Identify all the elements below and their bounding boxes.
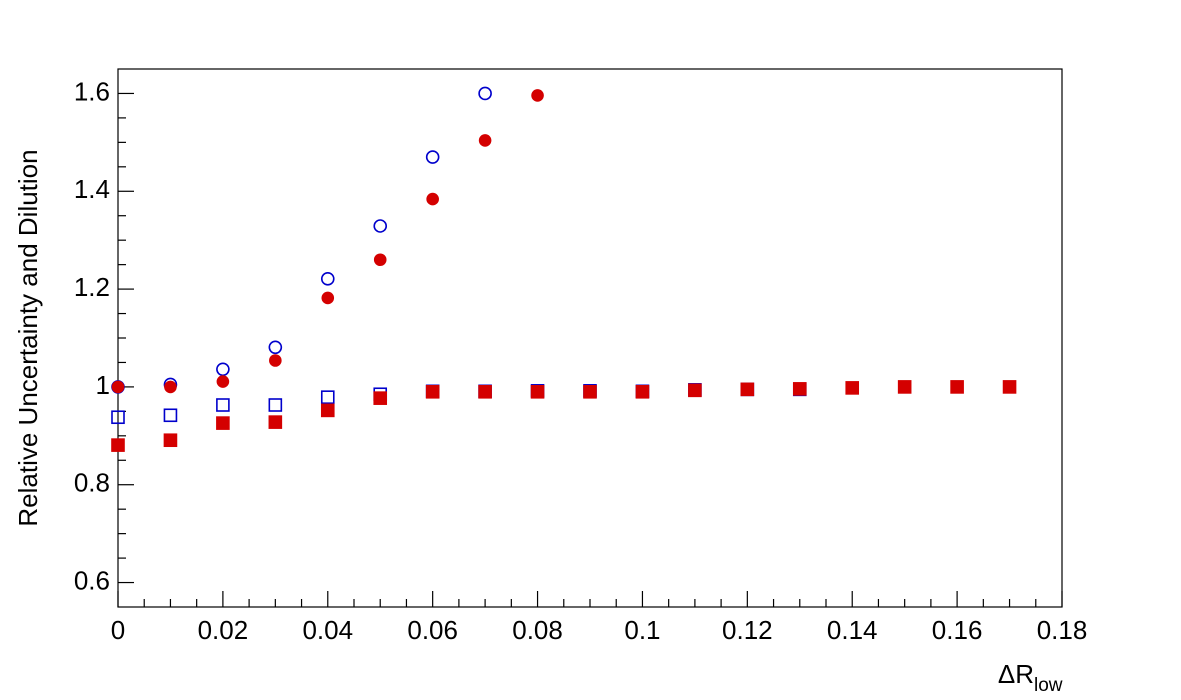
- point: [111, 380, 125, 394]
- x-tick-label: 0.12: [722, 615, 773, 645]
- x-tick-label: 0.1: [624, 615, 660, 645]
- x-tick-label: 0.18: [1037, 615, 1088, 645]
- point: [897, 380, 912, 394]
- y-tick-label: 1.6: [74, 76, 110, 106]
- point: [216, 398, 230, 412]
- point: [163, 433, 178, 448]
- x-tick-label: 0.02: [198, 615, 249, 645]
- point: [478, 384, 492, 399]
- point: [425, 150, 440, 164]
- point: [635, 384, 650, 399]
- point: [216, 362, 230, 377]
- point: [373, 253, 387, 267]
- point: [1002, 380, 1017, 394]
- point: [268, 415, 283, 429]
- point: [426, 192, 439, 206]
- point: [163, 408, 178, 423]
- point: [531, 89, 544, 102]
- point: [216, 416, 230, 430]
- point: [478, 134, 492, 147]
- point: [530, 384, 545, 399]
- x-tick-label: 0.16: [932, 615, 983, 645]
- point: [111, 410, 125, 425]
- point: [688, 383, 702, 398]
- point: [320, 403, 335, 418]
- x-tick-label: 0.14: [827, 615, 878, 645]
- point: [845, 381, 860, 395]
- x-axis-label-subscript: low: [1034, 675, 1063, 696]
- point: [740, 382, 755, 397]
- point: [216, 375, 230, 388]
- point: [792, 382, 807, 396]
- x-tick-label: 0.04: [302, 615, 353, 645]
- y-tick-label: 1: [96, 370, 110, 400]
- point: [950, 380, 964, 394]
- point: [320, 272, 335, 286]
- point: [425, 384, 440, 399]
- x-tick-label: 0.08: [512, 615, 563, 645]
- point: [373, 219, 388, 233]
- y-tick-label: 0.8: [74, 468, 110, 498]
- point: [321, 291, 335, 305]
- point: [583, 384, 597, 399]
- point: [164, 380, 177, 394]
- point: [268, 398, 283, 412]
- y-tick-label: 0.6: [74, 565, 110, 595]
- y-axis-label: Relative Uncertainty and Dilution: [13, 149, 43, 526]
- x-tick-label: 0: [111, 615, 125, 645]
- plot-frame: [117, 68, 1063, 608]
- y-tick-label: 1.2: [74, 272, 110, 302]
- point: [373, 391, 388, 405]
- point: [478, 86, 492, 101]
- x-tick-label: 0.06: [407, 615, 458, 645]
- point: [269, 354, 282, 367]
- x-axis-label: ΔR: [998, 659, 1034, 689]
- point: [268, 340, 283, 355]
- y-tick-label: 1.4: [74, 174, 110, 204]
- point: [111, 438, 125, 452]
- point: [320, 390, 335, 404]
